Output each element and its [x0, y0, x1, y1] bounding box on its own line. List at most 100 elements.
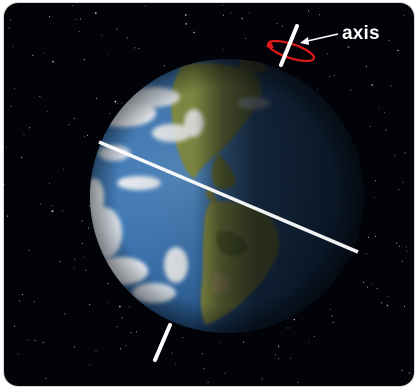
- star: [24, 134, 25, 135]
- star: [49, 183, 50, 184]
- star: [95, 12, 97, 14]
- star: [74, 259, 75, 260]
- star: [290, 358, 291, 359]
- star: [185, 14, 187, 16]
- star: [87, 135, 88, 136]
- star: [63, 169, 64, 170]
- earth-scene: [4, 3, 414, 386]
- star: [107, 53, 108, 54]
- star: [84, 59, 85, 60]
- star: [391, 86, 392, 87]
- star: [278, 358, 279, 359]
- star: [145, 6, 146, 7]
- star: [405, 153, 406, 154]
- star: [83, 257, 84, 258]
- star: [131, 332, 132, 333]
- star: [329, 76, 330, 77]
- star: [34, 301, 35, 302]
- star: [223, 15, 224, 16]
- star: [114, 101, 116, 103]
- star: [406, 246, 407, 247]
- star: [80, 19, 81, 20]
- star: [275, 354, 276, 355]
- star: [79, 31, 80, 32]
- star: [402, 182, 403, 183]
- star: [89, 365, 90, 366]
- star: [208, 382, 209, 383]
- star: [9, 28, 10, 29]
- star: [29, 127, 30, 128]
- star: [164, 65, 165, 66]
- star: [363, 282, 364, 283]
- star: [89, 304, 90, 305]
- star: [397, 50, 398, 51]
- star: [22, 294, 23, 295]
- star: [127, 38, 128, 39]
- star: [404, 15, 405, 16]
- star: [314, 336, 315, 337]
- star: [74, 118, 75, 119]
- star: [171, 353, 172, 354]
- star: [4, 184, 5, 185]
- earth-figure: axis: [4, 3, 414, 386]
- star: [288, 328, 289, 329]
- star: [388, 40, 389, 41]
- star: [32, 55, 33, 56]
- star: [230, 13, 231, 14]
- star: [331, 316, 332, 317]
- star: [49, 16, 50, 17]
- star: [385, 130, 386, 131]
- star: [308, 10, 309, 11]
- star: [119, 306, 121, 308]
- star: [309, 342, 310, 343]
- star: [371, 84, 373, 86]
- star: [202, 353, 203, 354]
- star: [108, 302, 109, 303]
- star: [182, 337, 183, 338]
- star: [52, 61, 54, 63]
- star: [43, 342, 44, 343]
- star: [372, 284, 373, 285]
- star: [51, 206, 52, 207]
- star: [74, 267, 75, 268]
- star: [59, 261, 60, 262]
- star: [377, 288, 378, 289]
- star: [88, 228, 89, 229]
- star: [7, 216, 8, 217]
- star: [185, 23, 187, 25]
- star: [96, 351, 97, 352]
- star: [222, 5, 223, 6]
- star: [85, 270, 86, 271]
- star: [366, 253, 367, 254]
- star: [396, 243, 397, 244]
- star: [282, 26, 283, 27]
- star: [334, 75, 335, 76]
- star: [399, 246, 400, 247]
- star: [225, 373, 226, 374]
- star: [62, 211, 63, 212]
- star: [350, 89, 351, 90]
- star: [68, 124, 69, 125]
- star: [277, 23, 278, 24]
- star: [243, 342, 244, 343]
- axis-label: axis: [342, 24, 380, 43]
- star: [375, 236, 376, 237]
- star: [120, 348, 121, 349]
- star: [204, 368, 205, 369]
- star: [74, 347, 75, 348]
- star: [108, 283, 109, 284]
- star: [40, 204, 41, 205]
- star: [19, 300, 20, 301]
- star: [28, 339, 29, 340]
- star: [348, 46, 350, 48]
- star: [101, 35, 102, 36]
- star: [246, 332, 247, 333]
- star: [43, 53, 44, 54]
- star: [193, 32, 195, 34]
- star: [175, 364, 176, 365]
- star: [245, 38, 246, 39]
- star: [117, 103, 118, 104]
- star: [317, 89, 318, 90]
- star: [394, 155, 395, 156]
- star: [82, 243, 83, 244]
